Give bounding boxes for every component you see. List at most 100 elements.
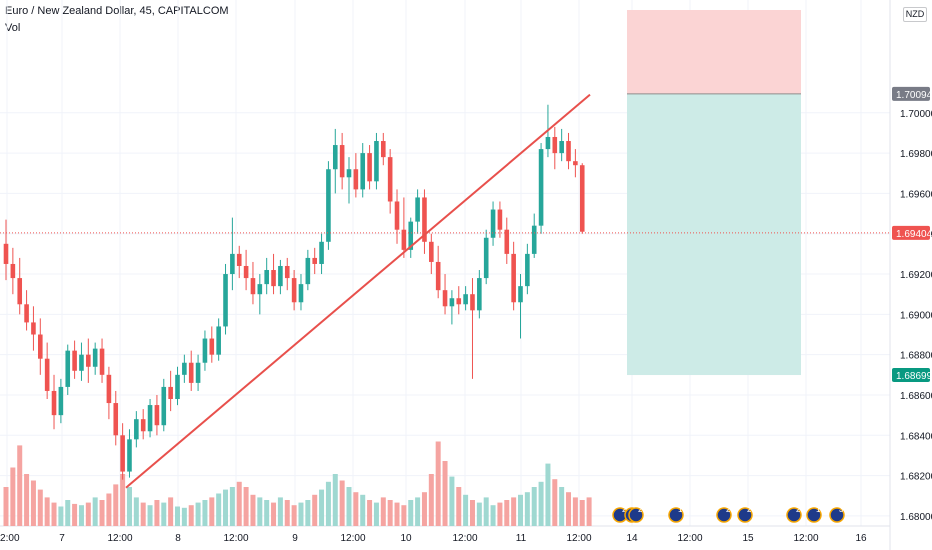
price-label-bg [892, 86, 930, 101]
volume-bar [106, 493, 112, 526]
stop-loss-zone [627, 10, 801, 94]
volume-bar [257, 497, 263, 526]
volume-bar [291, 505, 297, 526]
candle-body [511, 253, 516, 303]
candle-body [140, 419, 146, 432]
x-tick-label: 12:00 [223, 533, 248, 544]
volume-bar [99, 500, 105, 526]
volume-bar [72, 503, 78, 526]
volume-bar [133, 497, 139, 526]
candle-body [579, 165, 585, 232]
volume-bar [490, 505, 496, 526]
volume-bar [346, 487, 352, 526]
candle-body [250, 278, 256, 295]
volume-bar [559, 487, 565, 526]
x-tick-label: 15 [742, 533, 754, 544]
candle-body [182, 362, 187, 375]
volume-bar [85, 502, 91, 526]
volume-bar [147, 505, 153, 526]
currency-badge[interactable]: NZD [903, 7, 927, 22]
candle-body [236, 253, 242, 266]
candle-body [195, 362, 201, 383]
candle-body [408, 221, 414, 250]
x-tick-label: 10 [400, 533, 412, 544]
event-marker [668, 507, 684, 523]
candle-body [381, 141, 386, 158]
candle-body [99, 348, 105, 375]
take-profit-zone [627, 93, 801, 376]
volume-bar [37, 489, 43, 526]
y-tick-label: 1.69800 [900, 149, 932, 160]
volume-bar [30, 480, 36, 526]
event-marker-count: 2 [726, 505, 731, 514]
event-marker [806, 507, 822, 523]
price-label-bg [892, 225, 930, 240]
candle-body [394, 201, 400, 230]
x-tick-label: 12:00 [793, 533, 818, 544]
price-label: 1.69404 [896, 229, 932, 240]
volume-bar [140, 502, 146, 526]
volume-bar [545, 463, 551, 526]
candle-body [291, 278, 297, 303]
x-tick-label: 12:00 [340, 533, 365, 544]
candle-body [10, 263, 16, 279]
volume-bar [483, 497, 489, 526]
candle-body [319, 241, 324, 264]
volume-bar [524, 492, 530, 526]
volume-bar [3, 487, 9, 526]
candle-body [387, 157, 393, 202]
candle-body [312, 257, 317, 264]
candle-body [216, 326, 221, 355]
event-marker [737, 507, 753, 523]
volume-bar [161, 502, 167, 526]
candle-body [24, 304, 29, 323]
event-marker-count: 2 [638, 505, 643, 514]
volume-bar [312, 494, 318, 526]
candle-body [538, 149, 544, 226]
x-tick-label: 12:00 [677, 533, 702, 544]
y-tick-label: 1.68000 [900, 512, 932, 523]
volume-bar [504, 500, 510, 526]
candle-body [531, 225, 537, 254]
x-tick-label: 12:00 [0, 533, 20, 544]
volume-bar [250, 494, 256, 526]
candle-body [298, 284, 304, 303]
volume-bar [202, 500, 208, 526]
volume-bar [442, 461, 448, 526]
volume-bar [305, 500, 311, 526]
candle-body [490, 209, 496, 238]
candle-body [305, 257, 311, 285]
candle-body [497, 209, 503, 230]
candle-body [65, 350, 71, 387]
volume-bar [195, 502, 201, 526]
candle-body [58, 386, 64, 416]
volume-indicator-label[interactable]: Vol [5, 22, 21, 34]
candle-body [470, 294, 475, 311]
candle-body [374, 141, 379, 182]
candle-body [161, 386, 167, 426]
y-tick-label: 1.70000 [900, 109, 932, 120]
y-tick-label: 1.69200 [900, 270, 932, 281]
volume-bar [92, 497, 98, 526]
volume-bar [373, 502, 379, 526]
volume-bar [44, 497, 50, 526]
candle-body [147, 405, 153, 432]
volume-bar [456, 487, 462, 526]
candle-body [463, 294, 468, 305]
volume-bar [223, 489, 229, 526]
volume-bar [566, 492, 572, 526]
volume-bar [277, 497, 283, 526]
y-tick-label: 1.68600 [900, 391, 932, 402]
volume-bar [579, 500, 585, 526]
volume-bar [298, 502, 304, 526]
y-tick-label: 1.69600 [900, 189, 932, 200]
volume-bar [236, 481, 242, 526]
volume-bar [24, 474, 30, 526]
candle-body [51, 390, 57, 416]
volume-bar [332, 474, 338, 526]
event-marker-count: 3 [839, 505, 844, 514]
candle-body [573, 161, 578, 166]
candle-body [31, 322, 36, 335]
candle-body [566, 141, 571, 162]
